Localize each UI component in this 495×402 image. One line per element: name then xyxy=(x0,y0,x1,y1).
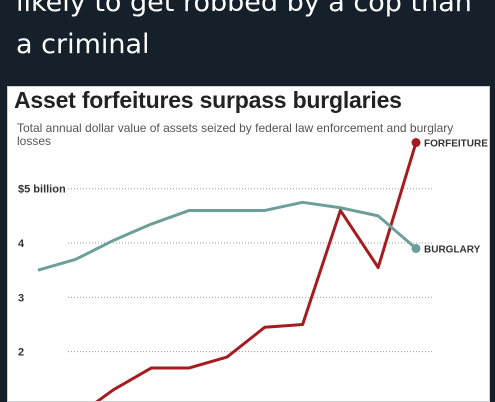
y-tick-label: 2 xyxy=(18,347,24,359)
series-label: FORFEITURE xyxy=(424,139,488,150)
series-label: BURGLARY xyxy=(424,244,481,255)
series-line-forfeiture xyxy=(38,143,416,401)
tweet-text-line-1: likely to get robbed by a cop than xyxy=(16,0,472,19)
series-endpoint-burglary xyxy=(412,244,421,253)
tweet-text-line-2: a criminal xyxy=(16,28,150,61)
series-line-burglary xyxy=(38,202,416,270)
y-tick-label: 4 xyxy=(18,238,25,250)
y-tick-label: 3 xyxy=(18,292,24,304)
chart-image[interactable]: Asset forfeitures surpass burglaries Tot… xyxy=(7,86,490,402)
y-tick-label: $5 billion xyxy=(18,184,66,196)
series-endpoint-forfeiture xyxy=(412,138,421,147)
